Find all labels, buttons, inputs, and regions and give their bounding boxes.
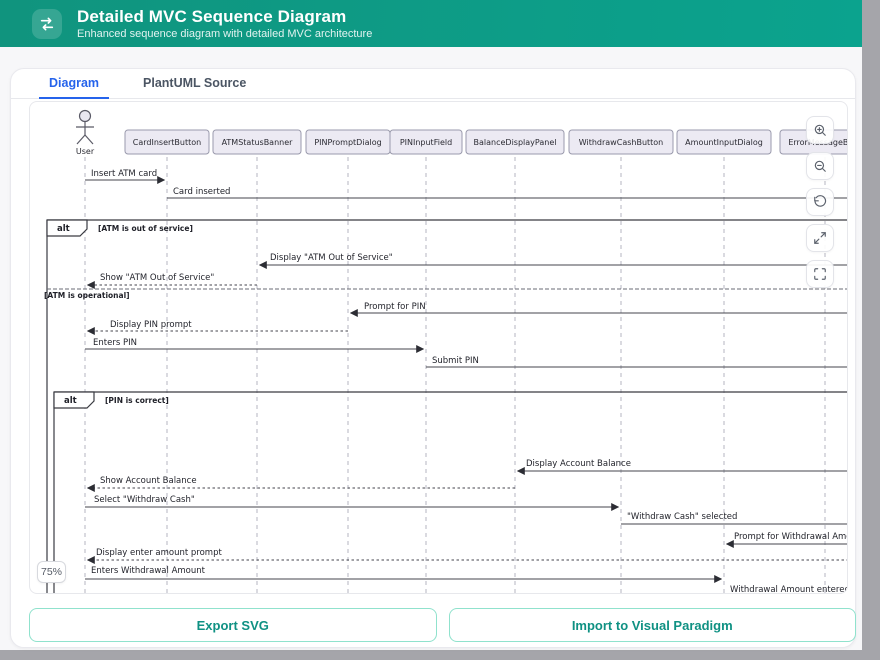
- alt-fragment-2: alt [PIN is correct]: [53, 391, 847, 593]
- svg-text:Withdrawal Amount entered: Withdrawal Amount entered: [730, 585, 848, 594]
- main-card: Diagram PlantUML Source: [10, 68, 856, 648]
- alt-else-divider: [ATM is operational]: [44, 288, 847, 300]
- svg-text:"Withdraw Cash" selected: "Withdraw Cash" selected: [627, 512, 737, 522]
- alt-guard: [ATM is out of service]: [98, 224, 193, 233]
- alt-operator: alt: [64, 396, 77, 406]
- message-select-withdraw-cash: Select "Withdraw Cash": [85, 495, 620, 511]
- message-insert-atm-card: Insert ATM card: [85, 169, 166, 184]
- diagram-controls: [806, 116, 834, 288]
- message-show-atm-out: Show "ATM Out of Service": [86, 273, 257, 289]
- page-header: Detailed MVC Sequence Diagram Enhanced s…: [0, 0, 862, 47]
- zoom-out-icon[interactable]: [806, 152, 834, 180]
- svg-text:Select "Withdraw Cash": Select "Withdraw Cash": [94, 495, 195, 505]
- zoom-in-icon[interactable]: [806, 116, 834, 144]
- svg-text:Card inserted: Card inserted: [173, 187, 230, 197]
- participants: CardInsertButton ATMStatusBanner PINProm…: [124, 129, 847, 155]
- participant-label: BalanceDisplayPanel: [474, 138, 557, 147]
- fullscreen-icon[interactable]: [806, 260, 834, 288]
- svg-text:Prompt for PIN: Prompt for PIN: [364, 302, 426, 312]
- actor-user: User: [76, 109, 95, 156]
- svg-text:[ATM is operational]: [ATM is operational]: [44, 291, 130, 300]
- page-title: Detailed MVC Sequence Diagram: [77, 7, 347, 26]
- message-enters-withdrawal-amount: Enters Withdrawal Amount: [85, 566, 723, 583]
- svg-text:Display "ATM Out of Service": Display "ATM Out of Service": [270, 253, 393, 263]
- svg-text:Display Account Balance: Display Account Balance: [526, 459, 631, 469]
- svg-text:Show "ATM Out of Service": Show "ATM Out of Service": [100, 273, 214, 283]
- message-display-pin-prompt: Display PIN prompt: [86, 320, 348, 335]
- svg-text:Insert ATM card: Insert ATM card: [91, 169, 157, 179]
- sequence-diagram: User CardInsertButton ATMStatusBanner PI…: [44, 109, 848, 594]
- message-submit-pin: Submit PIN: [426, 356, 847, 368]
- message-prompt-withdrawal-amount: Prompt for Withdrawal Amount: [725, 532, 848, 548]
- zoom-level-badge: 75%: [37, 561, 66, 583]
- participant-label: WithdrawCashButton: [579, 138, 664, 147]
- expand-icon[interactable]: [806, 224, 834, 252]
- tab-plantuml-source[interactable]: PlantUML Source: [143, 76, 247, 90]
- diagram-canvas[interactable]: User CardInsertButton ATMStatusBanner PI…: [29, 101, 848, 594]
- message-display-enter-amount: Display enter amount prompt: [86, 548, 847, 564]
- alt-operator: alt: [57, 224, 70, 234]
- tab-bar: Diagram PlantUML Source: [11, 69, 855, 99]
- message-withdraw-cash-selected: "Withdraw Cash" selected: [621, 512, 847, 525]
- participant-label: PINPromptDialog: [314, 138, 381, 147]
- export-svg-button[interactable]: Export SVG: [29, 608, 437, 642]
- message-prompt-for-pin: Prompt for PIN: [349, 302, 847, 317]
- svg-text:Display PIN prompt: Display PIN prompt: [110, 320, 192, 330]
- page-background: Detailed MVC Sequence Diagram Enhanced s…: [0, 0, 862, 650]
- message-show-account-balance: Show Account Balance: [86, 476, 515, 492]
- svg-text:Prompt for Withdrawal Amount: Prompt for Withdrawal Amount: [734, 532, 848, 542]
- tab-diagram[interactable]: Diagram: [39, 69, 110, 99]
- alt-guard: [PIN is correct]: [105, 396, 169, 405]
- participant-label: CardInsertButton: [133, 138, 201, 147]
- message-display-atm-out: Display "ATM Out of Service": [258, 253, 847, 269]
- lifelines: [84, 157, 826, 593]
- alt-fragment-1: alt [ATM is out of service]: [46, 219, 847, 593]
- message-enters-pin: Enters PIN: [85, 338, 425, 353]
- message-card-inserted: Card inserted: [167, 187, 847, 199]
- actor-label: User: [76, 147, 95, 156]
- svg-text:Display enter amount prompt: Display enter amount prompt: [96, 548, 222, 558]
- participant-label: AmountInputDialog: [685, 138, 763, 147]
- message-withdrawal-amount-entered: Withdrawal Amount entered: [730, 585, 848, 594]
- svg-text:Enters PIN: Enters PIN: [93, 338, 137, 348]
- swap-arrows-icon: [32, 8, 62, 39]
- import-visual-paradigm-button[interactable]: Import to Visual Paradigm: [448, 608, 856, 642]
- svg-text:Submit PIN: Submit PIN: [432, 356, 479, 366]
- reset-view-icon[interactable]: [806, 188, 834, 216]
- page-subtitle: Enhanced sequence diagram with detailed …: [77, 28, 373, 40]
- participant-label: PINInputField: [400, 138, 452, 147]
- svg-text:Enters Withdrawal Amount: Enters Withdrawal Amount: [91, 566, 206, 576]
- message-display-account-balance: Display Account Balance: [516, 459, 847, 475]
- participant-label: ATMStatusBanner: [222, 138, 294, 147]
- svg-text:Show Account Balance: Show Account Balance: [100, 476, 197, 486]
- footer-actions: Export SVG Import to Visual Paradigm: [29, 608, 856, 642]
